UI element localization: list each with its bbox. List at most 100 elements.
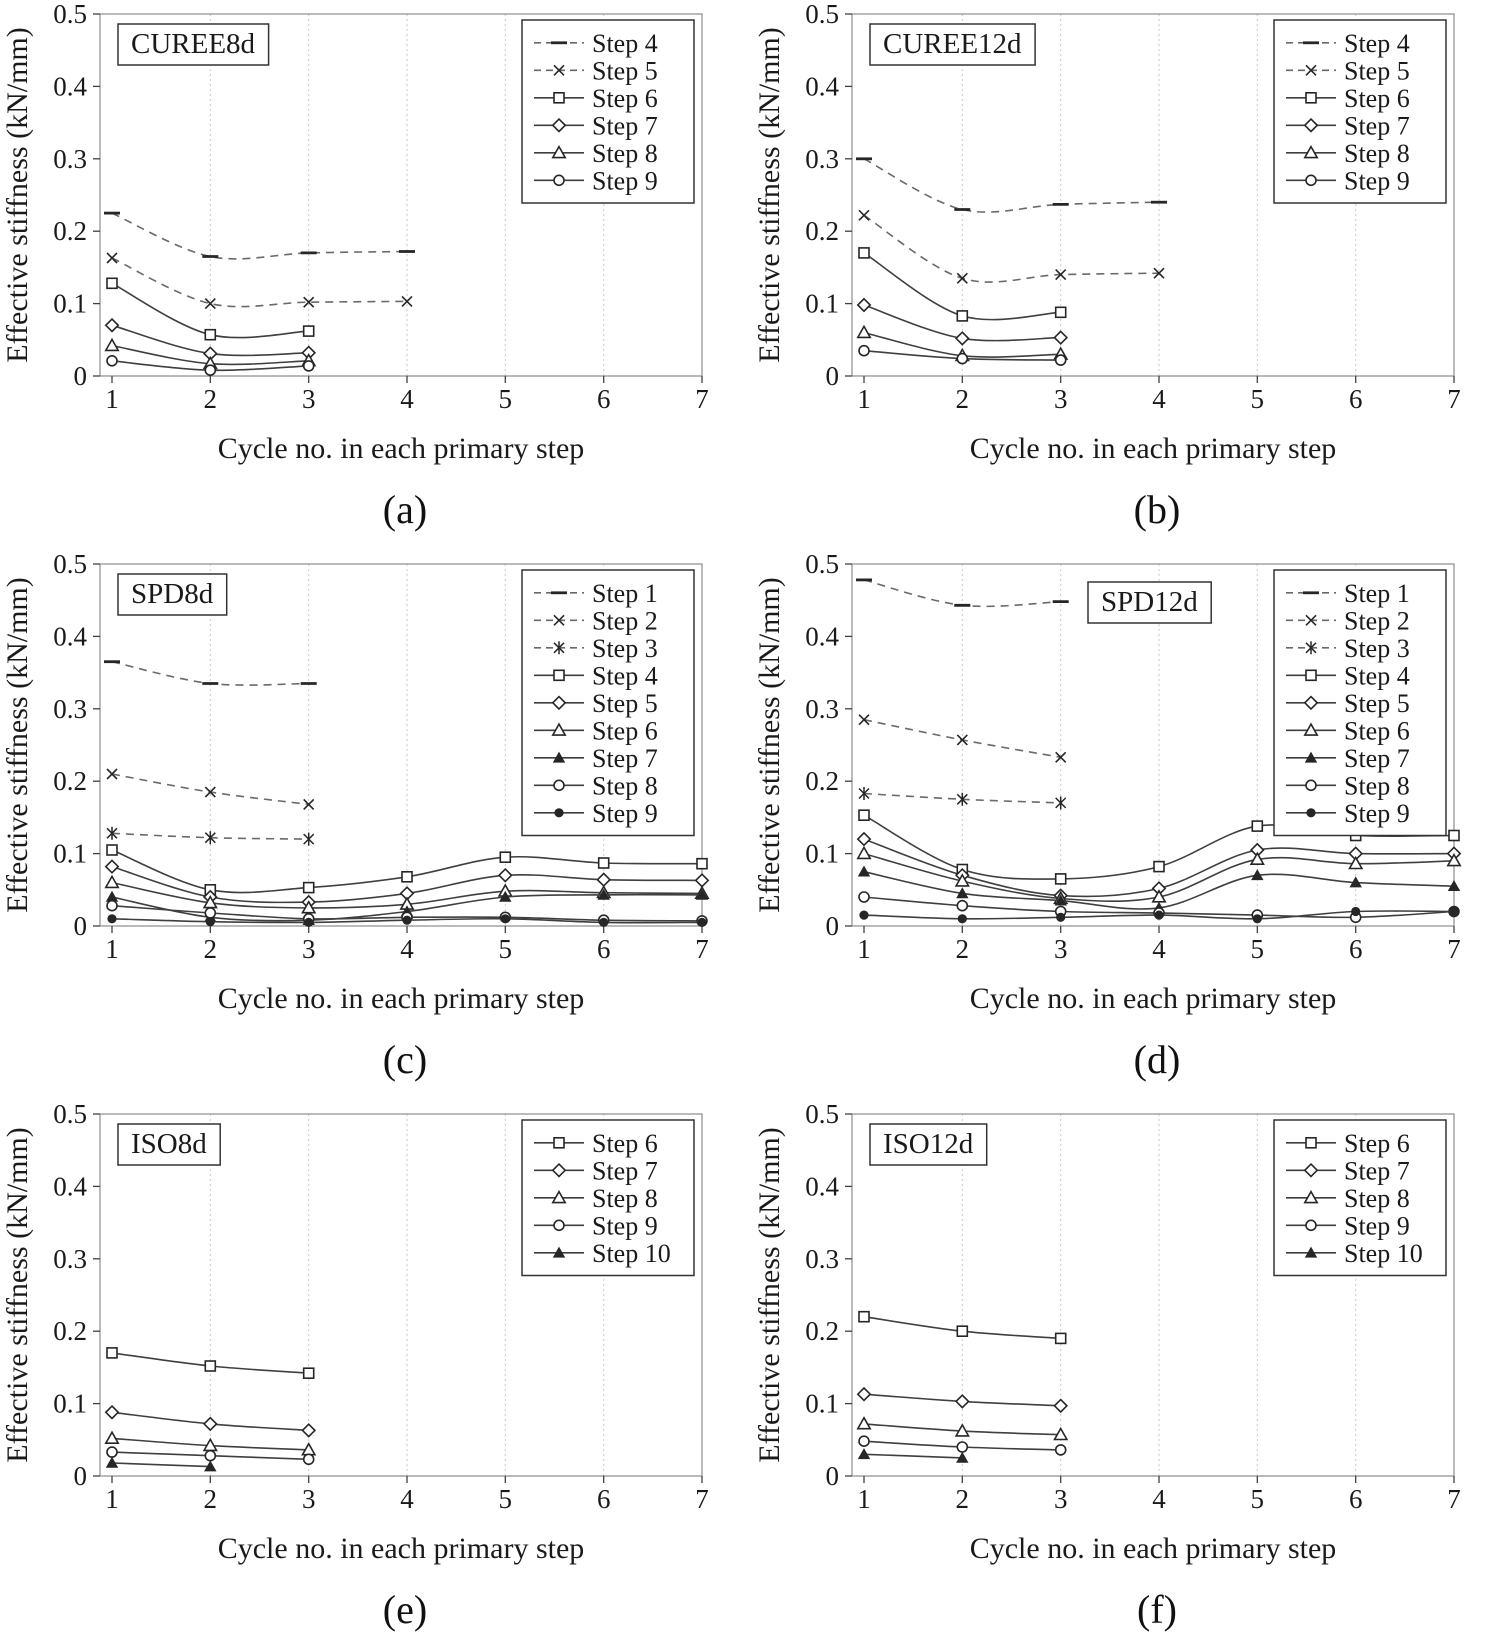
marker-square-icon (1054, 873, 1067, 885)
svg-text:Effective stiffness (kN/mm): Effective stiffness (kN/mm) (753, 1127, 786, 1462)
y-tick-label: 0.1 (53, 839, 87, 869)
legend-label: Step 7 (1344, 744, 1410, 773)
legend-label: Step 9 (592, 1211, 658, 1240)
y-tick-label: 0.2 (53, 216, 87, 246)
legend-item-step-6: Step 6 (534, 84, 658, 113)
x-axis-title: Cycle no. in each primary step (218, 1532, 585, 1565)
marker-diamond-icon (596, 872, 612, 888)
legend-label: Step 2 (592, 606, 658, 635)
legend-item-step-8: Step 8 (534, 139, 658, 168)
y-tick-label: 0.1 (805, 1389, 839, 1419)
marker-circle-icon (106, 1446, 118, 1458)
legend-item-step-6: Step 6 (534, 1129, 658, 1158)
marker-square-icon (106, 277, 118, 290)
marker-triangle-filled-icon (695, 888, 709, 900)
panel-caption-c: (c) (382, 1037, 428, 1082)
x-tick-label: 6 (597, 384, 611, 414)
marker-triangle-icon (1348, 855, 1364, 870)
legend-item-step-4: Step 4 (1286, 661, 1410, 690)
series-step-6 (856, 845, 1462, 905)
legend-item-step-7: Step 7 (1286, 744, 1410, 773)
legend-label: Step 7 (1344, 1156, 1410, 1185)
x-axis: 1 2 3 4 5 6 7 (857, 1476, 1461, 1514)
y-axis-title: Effective stiffness (kN/mm) (753, 577, 786, 912)
marker-circle-filled-icon (1306, 808, 1316, 818)
x-axis-title: Cycle no. in each primary step (218, 432, 585, 465)
marker-triangle-icon (1303, 722, 1319, 736)
marker-square-icon (204, 1360, 217, 1372)
marker-x-icon (303, 296, 315, 308)
marker-triangle-filled-icon (1349, 876, 1362, 888)
y-tick-label: 0 (74, 1461, 88, 1491)
series-step-6 (858, 1310, 1067, 1345)
series-line-step-4 (863, 158, 1160, 213)
marker-diamond-icon (856, 1386, 872, 1402)
marker-diamond-icon (954, 1394, 970, 1409)
marker-x-icon (401, 295, 413, 307)
marker-x-icon (956, 734, 968, 746)
x-tick-label: 4 (1152, 934, 1166, 964)
marker-circle-icon (204, 907, 217, 919)
legend-item-step-4: Step 4 (534, 29, 658, 58)
marker-triangle-filled-icon (1447, 880, 1461, 891)
series-step-1 (856, 578, 1069, 608)
x-tick-label: 6 (597, 934, 611, 964)
series-step-4 (856, 157, 1167, 213)
marker-circle-filled-icon (957, 914, 967, 924)
marker-triangle-filled-icon (1304, 1246, 1318, 1258)
x-tick-label: 2 (956, 384, 970, 414)
series-step-9 (859, 906, 1459, 924)
x-tick-label: 7 (1447, 384, 1461, 414)
marker-square-icon (956, 310, 969, 322)
legend-item-step-9: Step 9 (534, 1211, 658, 1240)
series-step-5 (106, 252, 413, 310)
legend-label: Step 2 (1344, 606, 1410, 635)
marker-square-icon (302, 881, 315, 894)
legend-item-step-1: Step 1 (1286, 579, 1410, 608)
marker-square-icon (1251, 820, 1264, 832)
marker-circle-filled-icon (500, 914, 510, 924)
legend-label: Step 7 (592, 111, 658, 140)
svg-text:Effective stiffness (kN/mm): Effective stiffness (kN/mm) (1, 577, 34, 912)
marker-circle-filled-icon (697, 917, 707, 927)
x-tick-label: 4 (400, 1484, 414, 1514)
marker-x-icon (553, 614, 565, 626)
marker-circle-icon (106, 899, 118, 912)
x-tick-label: 3 (302, 384, 316, 414)
marker-diamond-icon (1053, 1398, 1069, 1414)
y-tick-label: 0.2 (805, 766, 839, 796)
marker-diamond-icon (202, 1416, 218, 1432)
legend-label: Step 7 (1344, 111, 1410, 140)
marker-circle-filled-icon (304, 917, 314, 927)
marker-diamond-icon (301, 1423, 317, 1438)
series-line-step-4 (111, 212, 408, 260)
x-tick-label: 2 (204, 1484, 218, 1514)
y-axis: 0 0.1 0.2 0.3 0.4 0.5 (805, 554, 852, 941)
plot-border (851, 13, 1455, 377)
series-step-8 (856, 1416, 1069, 1441)
x-tick-label: 7 (1447, 1484, 1461, 1514)
legend-item-step-9: Step 9 (1286, 1211, 1410, 1240)
y-tick-label: 0.3 (805, 144, 839, 174)
legend-item-step-7: Step 7 (534, 111, 658, 140)
marker-circle-icon (302, 360, 315, 372)
y-tick-label: 0.2 (53, 766, 87, 796)
marker-x-icon (204, 786, 216, 798)
y-tick-label: 0.5 (805, 1104, 839, 1129)
y-tick-label: 0.4 (805, 1171, 839, 1201)
marker-triangle-filled-icon (597, 888, 610, 900)
marker-diamond-icon (551, 695, 567, 711)
y-axis-title: Effective stiffness (kN/mm) (1, 577, 34, 912)
marker-circle-filled-icon (107, 914, 117, 924)
legend-item-step-6: Step 6 (1286, 716, 1410, 745)
marker-circle-filled-icon (1154, 910, 1164, 920)
marker-diamond-icon (104, 317, 120, 333)
series-step-1 (104, 660, 317, 686)
legend-label: Step 8 (1344, 1184, 1410, 1213)
chart-iso8d: 1 2 3 4 5 6 7 0 0.1 0.2 0.3 0.4 0.5 Cycle no. in each… (1, 1104, 709, 1565)
x-tick-label: 1 (105, 934, 119, 964)
series-step-2 (106, 768, 315, 810)
marker-x-icon (204, 298, 216, 310)
marker-triangle-filled-icon (857, 1448, 871, 1460)
marker-triangle-filled-icon (1054, 894, 1067, 906)
